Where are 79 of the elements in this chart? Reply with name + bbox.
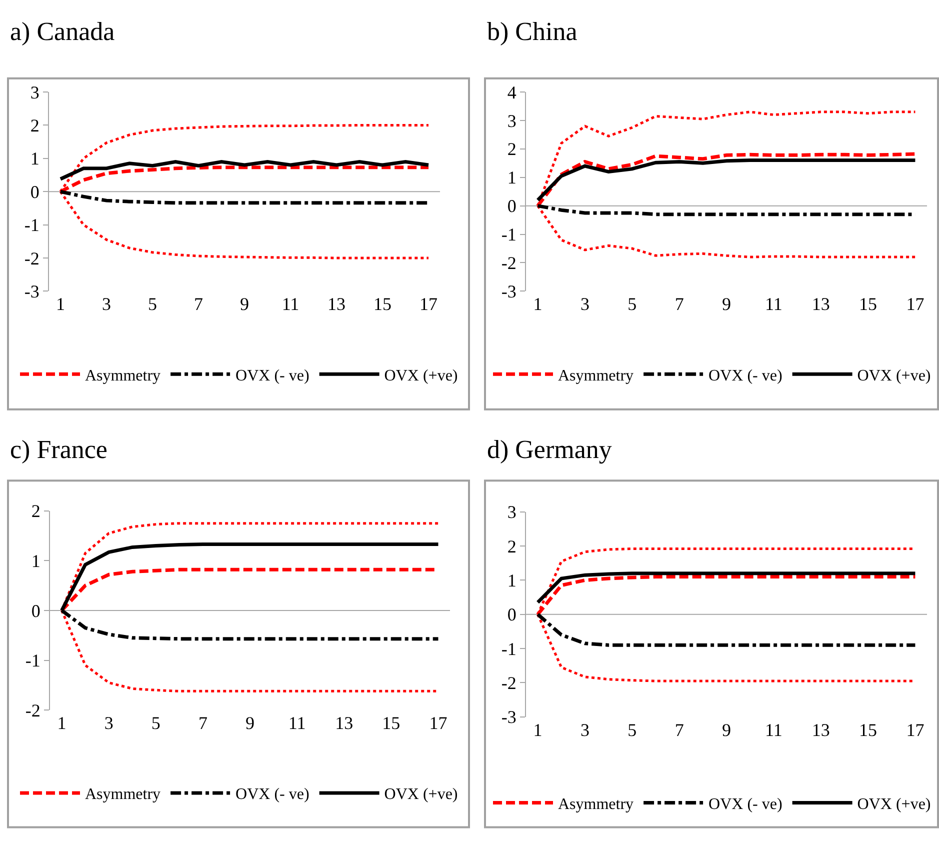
x-tick-label: 3 (580, 294, 590, 314)
x-tick-label: 5 (628, 720, 637, 740)
x-tick-label: 9 (722, 294, 731, 314)
legend-label: Asymmetry (85, 367, 161, 384)
x-tick-label: 1 (533, 294, 542, 314)
x-tick-label: 17 (420, 294, 438, 314)
y-tick-label: 3 (507, 502, 516, 522)
y-tick-label: -1 (24, 215, 40, 236)
chart-title: b) China (487, 17, 578, 46)
x-tick-label: 7 (674, 294, 684, 314)
chart-title: d) Germany (487, 435, 612, 464)
y-tick-label: 0 (30, 182, 40, 202)
y-tick-label: 1 (507, 168, 516, 188)
x-tick-label: 5 (628, 294, 637, 314)
legend-label: Asymmetry (85, 786, 161, 804)
x-tick-label: 9 (246, 713, 254, 734)
y-tick-label: -1 (501, 638, 516, 659)
x-tick-label: 15 (859, 294, 878, 314)
y-tick-label: -1 (501, 224, 516, 245)
y-tick-label: 0 (507, 604, 516, 625)
y-tick-label: -2 (25, 700, 40, 720)
x-tick-label: 11 (288, 713, 306, 734)
y-tick-label: -2 (24, 248, 40, 268)
y-tick-label: -3 (501, 707, 516, 728)
x-tick-label: 13 (812, 294, 830, 314)
x-tick-label: 15 (859, 720, 878, 740)
y-tick-label: 1 (507, 570, 516, 590)
x-tick-label: 17 (429, 713, 448, 734)
x-tick-label: 5 (151, 713, 160, 734)
x-tick-label: 7 (194, 294, 203, 314)
legend-label: OVX (- ve) (236, 367, 310, 384)
x-tick-label: 11 (765, 294, 782, 314)
x-tick-label: 3 (102, 294, 111, 314)
y-tick-label: 2 (30, 116, 40, 136)
y-tick-label: 0 (31, 600, 40, 621)
x-tick-label: 15 (374, 294, 392, 314)
y-tick-label: 1 (31, 550, 40, 571)
y-tick-label: 3 (507, 110, 516, 131)
y-tick-label: 3 (30, 82, 40, 102)
legend-label: OVX (+ve) (384, 786, 458, 804)
x-tick-label: 11 (282, 294, 300, 314)
y-tick-label: 2 (507, 536, 516, 556)
x-tick-label: 15 (382, 713, 400, 734)
legend-label: OVX (+ve) (384, 367, 458, 384)
chart-title: c) France (10, 435, 108, 464)
y-tick-label: -3 (501, 281, 516, 302)
legend-label: Asymmetry (558, 796, 634, 813)
x-tick-label: 17 (906, 720, 924, 740)
legend-label: OVX (- ve) (708, 796, 782, 813)
x-tick-label: 3 (104, 713, 114, 734)
x-tick-label: 3 (580, 720, 590, 740)
y-tick-label: 4 (507, 82, 516, 102)
x-tick-label: 9 (240, 294, 249, 314)
chart-title: a) Canada (10, 17, 116, 46)
x-tick-label: 1 (533, 720, 542, 740)
y-tick-label: -1 (25, 650, 40, 671)
x-tick-label: 7 (198, 713, 208, 734)
legend-label: OVX (+ve) (857, 796, 931, 813)
y-tick-label: -3 (24, 281, 40, 302)
x-tick-label: 1 (56, 294, 65, 314)
legend-label: Asymmetry (558, 367, 634, 384)
y-tick-label: 2 (31, 501, 40, 522)
x-tick-label: 13 (328, 294, 346, 314)
x-tick-label: 1 (57, 713, 66, 734)
x-tick-label: 9 (722, 720, 731, 740)
y-tick-label: -2 (501, 253, 516, 274)
y-tick-label: 1 (30, 148, 40, 169)
legend-label: OVX (+ve) (857, 367, 931, 384)
legend-label: OVX (- ve) (708, 367, 782, 384)
x-tick-label: 13 (335, 713, 354, 734)
x-tick-label: 13 (812, 720, 830, 740)
y-tick-label: 2 (507, 139, 516, 160)
y-tick-label: -2 (501, 673, 516, 694)
x-tick-label: 7 (674, 720, 684, 740)
legend-label: OVX (- ve) (236, 786, 310, 804)
y-tick-label: 0 (507, 196, 516, 216)
x-tick-label: 17 (906, 294, 924, 314)
x-tick-label: 11 (765, 720, 782, 740)
x-tick-label: 5 (148, 294, 157, 314)
